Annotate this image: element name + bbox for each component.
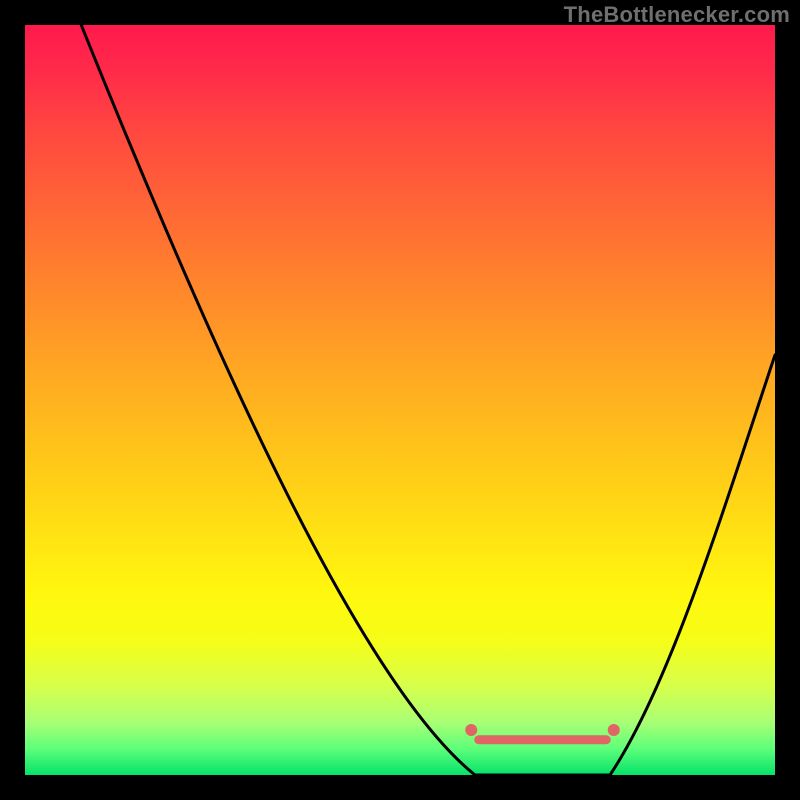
optimal-marker-right — [608, 724, 620, 736]
plot-area — [25, 25, 775, 775]
plot-svg — [25, 25, 775, 775]
chart-frame: TheBottlenecker.com — [0, 0, 800, 800]
watermark-text: TheBottlenecker.com — [564, 2, 790, 28]
background-rect — [25, 25, 775, 775]
optimal-marker-left — [465, 724, 477, 736]
